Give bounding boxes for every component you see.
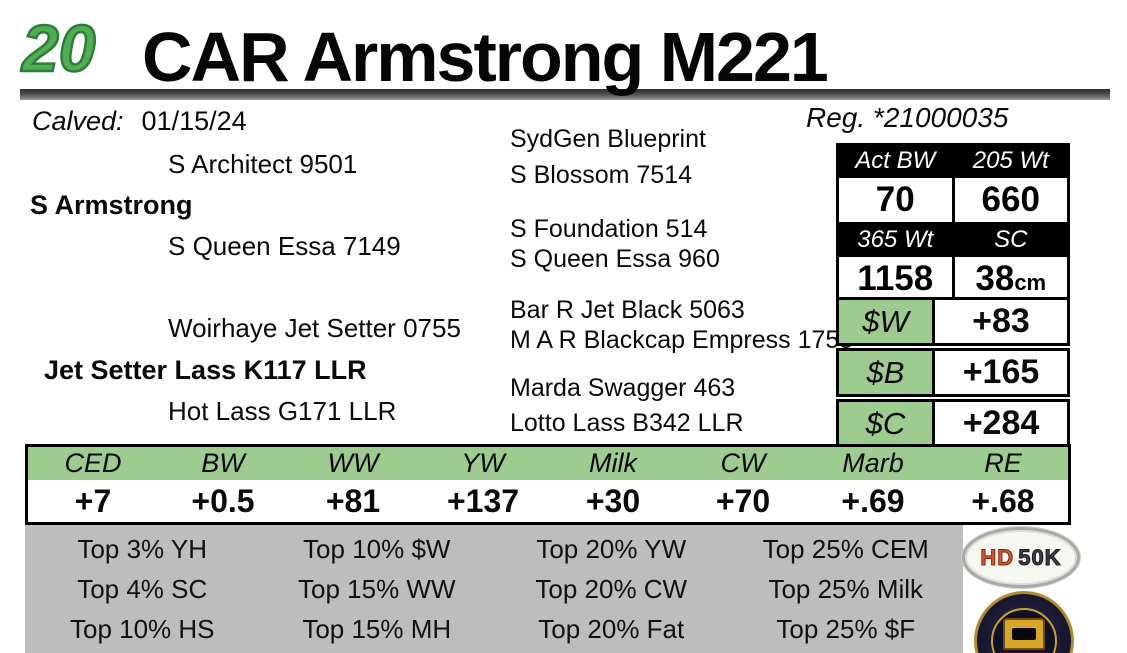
epd-value-row: +7 +0.5 +81 +137 +30 +70 +.69 +.68 [28, 480, 1068, 522]
percentile-item: Top 15% MH [302, 613, 452, 644]
pedigree-dam-dam-dam: Lotto Lass B342 LLR [510, 409, 744, 437]
sc-unit: cm [1014, 270, 1047, 295]
epd-header-marb: Marb [842, 448, 904, 478]
epd-value-bw: +0.5 [191, 482, 255, 519]
epd-value-ced: +7 [74, 482, 112, 519]
percentile-item: Top 20% Fat [538, 613, 685, 644]
epd-header-re: RE [984, 448, 1022, 478]
percentile-item: Top 20% CW [535, 573, 688, 604]
dollar-w-label: $W [836, 297, 935, 346]
percentile-item: Top 20% YW [536, 533, 687, 564]
epd-table: CED BW WW YW Milk CW Marb RE +7 +0.5 +81… [25, 444, 1071, 525]
pedigree-dam-sire: Woirhaye Jet Setter 0755 [168, 313, 461, 343]
table-row: $C +284 [836, 399, 1070, 448]
epd-header-row: CED BW WW YW Milk CW Marb RE [28, 447, 1068, 480]
sc-number: 38 [975, 259, 1015, 298]
205-wt-header: 205 Wt [954, 146, 1067, 175]
percentile-item: Top 3% YH [77, 533, 208, 564]
epd-header-milk: Milk [589, 448, 637, 478]
dollar-b-label: $B [836, 348, 935, 397]
pedigree-sire-dam-sire: S Foundation 514 [510, 215, 708, 243]
hd50k-50k-text: 50K [1018, 544, 1062, 570]
365-wt-value: 1158 [839, 257, 952, 301]
percentile-item: Top 25% Milk [768, 573, 924, 604]
dollar-b-value: +165 [935, 348, 1070, 397]
pedigree-sire-dam-dam: S Queen Essa 960 [510, 245, 720, 273]
calved-label: Calved: [32, 106, 124, 136]
hd50k-logo: HD 50K [962, 527, 1080, 588]
epd-header-ww: WW [327, 448, 379, 478]
act-bw-value: 70 [839, 178, 952, 222]
seal-inner-ring [991, 608, 1057, 653]
pedigree-sire-sire-sire: SydGen Blueprint [510, 125, 706, 153]
sc-value: 38 cm [954, 257, 1067, 301]
pedigree-dam: Jet Setter Lass K117 LLR [44, 355, 367, 385]
pedigree-sire-dam: S Queen Essa 7149 [168, 231, 401, 261]
performance-table: Act BW 205 Wt 70 660 365 Wt SC 1158 38 cm [836, 143, 1070, 304]
percentile-item: Top 10% HS [69, 613, 215, 644]
percentile-column: Top 25% CEM Top 25% Milk Top 25% $F [729, 529, 964, 649]
percentile-column: Top 20% YW Top 20% CW Top 20% Fat [494, 529, 729, 649]
pedigree-sire-sire-dam: S Blossom 7514 [510, 161, 693, 189]
epd-header-bw: BW [201, 448, 245, 478]
act-bw-header: Act BW [839, 146, 952, 175]
percentile-item: Top 25% $F [776, 613, 916, 644]
epd-value-cw: +70 [715, 482, 771, 519]
epd-value-ww: +81 [325, 482, 381, 519]
percentile-column: Top 3% YH Top 4% SC Top 10% HS [25, 529, 260, 649]
dollar-c-label: $C [836, 399, 935, 448]
hd50k-hd-text: HD [980, 544, 1015, 570]
percentile-item: Top 4% SC [77, 573, 208, 604]
205-wt-value: 660 [954, 178, 1067, 222]
table-row: $W +83 [836, 297, 1070, 346]
pedigree-dam-dam-sire: Marda Swagger 463 [510, 374, 736, 402]
pedigree-dam-sire-sire: Bar R Jet Black 5063 [510, 296, 745, 324]
percentile-item: Top 15% WW [298, 573, 456, 604]
dollar-w-value: +83 [935, 297, 1070, 346]
epd-value-milk: +30 [585, 482, 641, 519]
epd-value-marb: +.69 [841, 482, 905, 519]
epd-header-yw: YW [461, 448, 505, 478]
percentile-band: Top 3% YH Top 4% SC Top 10% HS Top 10% $… [25, 525, 963, 653]
dollar-c-value: +284 [935, 399, 1070, 448]
lot-number: 20 [21, 10, 97, 87]
page-title: CAR Armstrong M221 [142, 18, 829, 96]
pedigree-dam-sire-dam: M A R Blackcap Empress 1755 [510, 326, 854, 354]
title-divider [20, 89, 1110, 100]
pedigree-sire-sire: S Architect 9501 [168, 149, 358, 179]
sc-header: SC [954, 225, 1067, 254]
registration-number: Reg. *21000035 [806, 102, 1009, 133]
epd-value-re: +.68 [971, 482, 1035, 519]
cattle-silhouette-icon [1012, 628, 1036, 640]
table-row: $B +165 [836, 348, 1070, 397]
seal-shield [1003, 618, 1045, 650]
percentile-column: Top 10% $W Top 15% WW Top 15% MH [260, 529, 495, 649]
dollar-value-table: $W +83 $B +165 $C +284 [836, 297, 1070, 448]
pedigree-dam-dam: Hot Lass G171 LLR [168, 396, 397, 426]
calved-row: Calved: 01/15/24 [32, 106, 247, 137]
calved-date: 01/15/24 [141, 106, 247, 136]
epd-value-yw: +137 [446, 482, 520, 519]
percentile-item: Top 25% CEM [762, 533, 929, 564]
365-wt-header: 365 Wt [839, 225, 952, 254]
pedigree-sire: S Armstrong [30, 190, 193, 220]
epd-header-cw: CW [720, 448, 766, 478]
percentile-item: Top 10% $W [303, 533, 451, 564]
angus-association-seal-logo [974, 591, 1074, 653]
epd-header-ced: CED [64, 448, 122, 478]
